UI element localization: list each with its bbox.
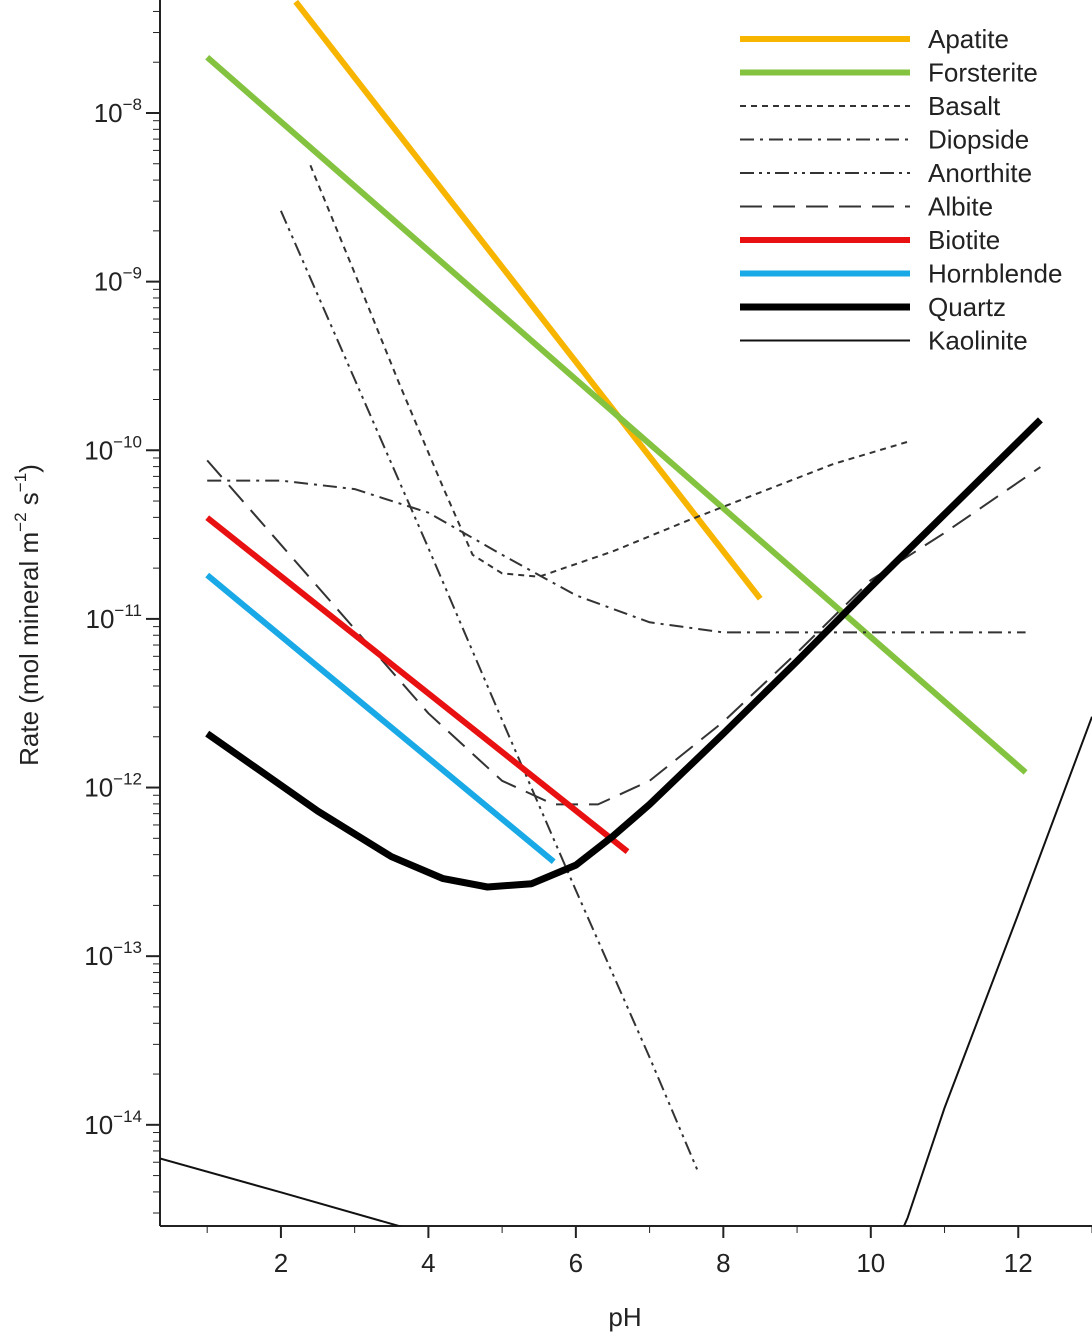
series-line-hornblende: [205, 572, 556, 865]
legend-label-basalt: Basalt: [928, 91, 1001, 121]
series-line-anorthite: [279, 210, 699, 1171]
series-line-biotite: [205, 515, 630, 854]
y-tick-exponent: −8: [123, 95, 142, 114]
y-tick-label: 10−8: [94, 95, 142, 128]
y-tick-base: 10: [94, 98, 123, 128]
series-line-quartz: [205, 417, 1043, 891]
series-line-forsterite: [205, 55, 1028, 775]
series-line-diopside: [207, 479, 1026, 634]
y-axis-label-exp1: −2: [11, 512, 30, 531]
y-tick-exponent: −10: [113, 432, 142, 451]
y-axis-label-exp2: −1: [11, 473, 30, 492]
legend-label-albite: Albite: [928, 192, 993, 222]
y-tick-exponent: −13: [113, 938, 142, 957]
y-tick-base: 10: [84, 773, 113, 803]
y-tick-label: 10−13: [84, 938, 142, 971]
y-tick-base: 10: [84, 1110, 113, 1140]
x-tick-label: 4: [421, 1248, 435, 1278]
y-tick-base: 10: [84, 435, 113, 465]
y-tick-label: 10−11: [86, 601, 143, 634]
legend-label-diopside: Diopside: [928, 125, 1029, 155]
x-tick-label: 6: [569, 1248, 583, 1278]
legend-label-apatite: Apatite: [928, 24, 1009, 54]
series-layer: [160, 0, 1092, 1226]
y-axis-label-main: Rate (mol mineral m: [14, 532, 44, 766]
y-axis-label-end: ): [14, 464, 44, 473]
y-tick-label: 10−10: [84, 432, 142, 465]
y-tick-label: 10−14: [84, 1107, 142, 1140]
series-line-albite: [206, 459, 1041, 806]
y-tick-exponent: −11: [114, 601, 142, 620]
x-tick-label: 10: [856, 1248, 885, 1278]
y-tick-exponent: −9: [123, 264, 142, 283]
series-line-apatite: [293, 0, 763, 601]
y-tick-base: 10: [84, 941, 113, 971]
y-tick-label: 10−9: [94, 264, 142, 297]
legend-label-quartz: Quartz: [928, 292, 1006, 322]
x-tick-label: 12: [1004, 1248, 1033, 1278]
x-axis-label: pH: [608, 1302, 641, 1332]
y-tick-exponent: −14: [113, 1107, 142, 1126]
legend-label-anorthite: Anorthite: [928, 158, 1032, 188]
x-tick-label: 2: [274, 1248, 288, 1278]
legend-label-hornblende: Hornblende: [928, 259, 1062, 289]
axes: [146, 0, 1092, 1238]
y-tick-base: 10: [94, 267, 123, 297]
legend-label-kaolinite: Kaolinite: [928, 326, 1028, 356]
y-tick-label: 10−12: [84, 770, 142, 803]
series-line-basalt: [309, 164, 908, 578]
y-axis-label-mid: s: [14, 492, 44, 512]
legend-label-biotite: Biotite: [928, 225, 1000, 255]
series-line-kaolinite: [160, 716, 1092, 1226]
x-tick-label: 8: [716, 1248, 730, 1278]
legend-label-forsterite: Forsterite: [928, 58, 1038, 88]
y-axis-label: Rate (mol mineral m−2 s−1): [11, 464, 44, 766]
y-tick-base: 10: [86, 604, 115, 634]
y-tick-exponent: −12: [113, 770, 142, 789]
